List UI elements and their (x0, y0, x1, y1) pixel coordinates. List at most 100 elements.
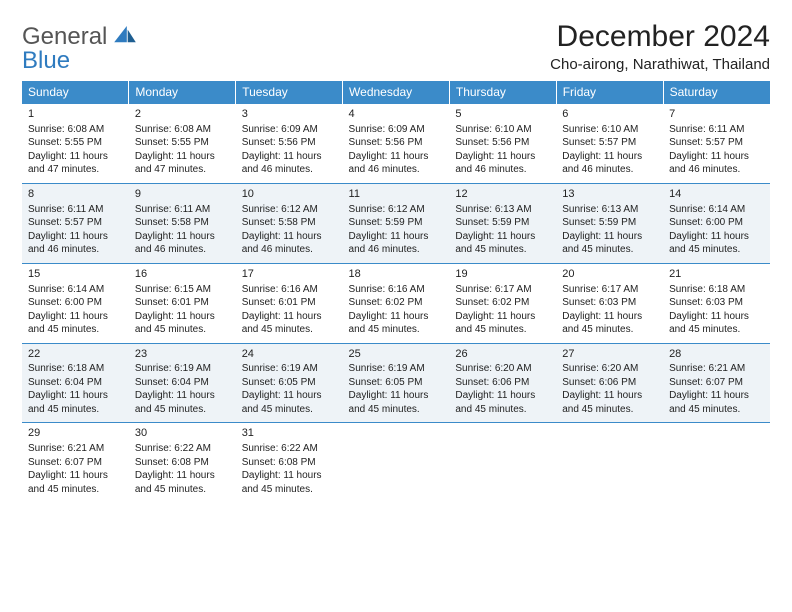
logo-line1: General (22, 23, 107, 50)
sunset-text: Sunset: 6:04 PM (135, 376, 230, 390)
day-number: 9 (135, 187, 230, 202)
day-cell: 30Sunrise: 6:22 AMSunset: 6:08 PMDayligh… (129, 423, 236, 502)
sunset-text: Sunset: 5:57 PM (562, 136, 657, 150)
sunrise-text: Sunrise: 6:20 AM (455, 362, 550, 376)
day-number: 7 (669, 107, 764, 122)
day-number: 1 (28, 107, 123, 122)
day-number: 2 (135, 107, 230, 122)
sunrise-text: Sunrise: 6:14 AM (669, 203, 764, 217)
sunset-text: Sunset: 6:02 PM (349, 296, 444, 310)
sunset-text: Sunset: 5:58 PM (135, 216, 230, 230)
daylight-text: Daylight: 11 hours and 45 minutes. (349, 310, 444, 337)
sunset-text: Sunset: 6:07 PM (28, 456, 123, 470)
sunset-text: Sunset: 5:55 PM (135, 136, 230, 150)
sunset-text: Sunset: 5:59 PM (562, 216, 657, 230)
day-number: 28 (669, 347, 764, 362)
sunset-text: Sunset: 6:00 PM (28, 296, 123, 310)
sunrise-text: Sunrise: 6:18 AM (669, 283, 764, 297)
daylight-text: Daylight: 11 hours and 46 minutes. (242, 230, 337, 257)
sunrise-text: Sunrise: 6:22 AM (135, 442, 230, 456)
sunrise-text: Sunrise: 6:19 AM (242, 362, 337, 376)
week-row: 1Sunrise: 6:08 AMSunset: 5:55 PMDaylight… (22, 104, 770, 184)
day-number: 19 (455, 267, 550, 282)
day-number: 5 (455, 107, 550, 122)
day-number: 15 (28, 267, 123, 282)
day-number: 10 (242, 187, 337, 202)
sunset-text: Sunset: 6:02 PM (455, 296, 550, 310)
daylight-text: Daylight: 11 hours and 45 minutes. (669, 389, 764, 416)
day-number: 26 (455, 347, 550, 362)
day-number: 11 (349, 187, 444, 202)
day-number: 6 (562, 107, 657, 122)
sunrise-text: Sunrise: 6:17 AM (455, 283, 550, 297)
month-title: December 2024 (550, 20, 770, 54)
sunrise-text: Sunrise: 6:11 AM (669, 123, 764, 137)
sunrise-text: Sunrise: 6:18 AM (28, 362, 123, 376)
day-header: Sunday (22, 81, 129, 104)
sunset-text: Sunset: 6:05 PM (242, 376, 337, 390)
sunrise-text: Sunrise: 6:11 AM (28, 203, 123, 217)
sunset-text: Sunset: 6:05 PM (349, 376, 444, 390)
week-row: 15Sunrise: 6:14 AMSunset: 6:00 PMDayligh… (22, 263, 770, 343)
daylight-text: Daylight: 11 hours and 45 minutes. (135, 310, 230, 337)
sail-icon (114, 26, 136, 44)
day-cell: 3Sunrise: 6:09 AMSunset: 5:56 PMDaylight… (236, 104, 343, 184)
day-cell: 25Sunrise: 6:19 AMSunset: 6:05 PMDayligh… (343, 343, 450, 423)
sunset-text: Sunset: 5:56 PM (242, 136, 337, 150)
title-block: December 2024 Cho-airong, Narathiwat, Th… (550, 20, 770, 73)
day-cell: 10Sunrise: 6:12 AMSunset: 5:58 PMDayligh… (236, 183, 343, 263)
day-number: 21 (669, 267, 764, 282)
daylight-text: Daylight: 11 hours and 45 minutes. (562, 389, 657, 416)
daylight-text: Daylight: 11 hours and 45 minutes. (562, 310, 657, 337)
logo-text: General Blue (22, 24, 136, 73)
daylight-text: Daylight: 11 hours and 47 minutes. (135, 150, 230, 177)
sunrise-text: Sunrise: 6:08 AM (135, 123, 230, 137)
day-header: Saturday (663, 81, 770, 104)
daylight-text: Daylight: 11 hours and 45 minutes. (242, 469, 337, 496)
sunset-text: Sunset: 6:06 PM (562, 376, 657, 390)
daylight-text: Daylight: 11 hours and 45 minutes. (349, 389, 444, 416)
day-cell: 20Sunrise: 6:17 AMSunset: 6:03 PMDayligh… (556, 263, 663, 343)
day-cell: 22Sunrise: 6:18 AMSunset: 6:04 PMDayligh… (22, 343, 129, 423)
day-header: Wednesday (343, 81, 450, 104)
day-cell (449, 423, 556, 502)
day-number: 13 (562, 187, 657, 202)
daylight-text: Daylight: 11 hours and 45 minutes. (669, 310, 764, 337)
day-cell: 12Sunrise: 6:13 AMSunset: 5:59 PMDayligh… (449, 183, 556, 263)
day-number: 20 (562, 267, 657, 282)
daylight-text: Daylight: 11 hours and 45 minutes. (455, 310, 550, 337)
day-cell: 16Sunrise: 6:15 AMSunset: 6:01 PMDayligh… (129, 263, 236, 343)
day-cell: 2Sunrise: 6:08 AMSunset: 5:55 PMDaylight… (129, 104, 236, 184)
daylight-text: Daylight: 11 hours and 45 minutes. (28, 469, 123, 496)
sunrise-text: Sunrise: 6:13 AM (562, 203, 657, 217)
day-header: Monday (129, 81, 236, 104)
day-cell: 26Sunrise: 6:20 AMSunset: 6:06 PMDayligh… (449, 343, 556, 423)
sunset-text: Sunset: 6:03 PM (562, 296, 657, 310)
sunrise-text: Sunrise: 6:16 AM (242, 283, 337, 297)
day-cell: 13Sunrise: 6:13 AMSunset: 5:59 PMDayligh… (556, 183, 663, 263)
sunrise-text: Sunrise: 6:13 AM (455, 203, 550, 217)
sunrise-text: Sunrise: 6:08 AM (28, 123, 123, 137)
day-number: 29 (28, 426, 123, 441)
day-cell (343, 423, 450, 502)
sunset-text: Sunset: 5:57 PM (28, 216, 123, 230)
day-cell (556, 423, 663, 502)
day-cell: 4Sunrise: 6:09 AMSunset: 5:56 PMDaylight… (343, 104, 450, 184)
day-cell: 29Sunrise: 6:21 AMSunset: 6:07 PMDayligh… (22, 423, 129, 502)
day-cell: 24Sunrise: 6:19 AMSunset: 6:05 PMDayligh… (236, 343, 343, 423)
daylight-text: Daylight: 11 hours and 45 minutes. (28, 389, 123, 416)
daylight-text: Daylight: 11 hours and 46 minutes. (135, 230, 230, 257)
daylight-text: Daylight: 11 hours and 45 minutes. (455, 230, 550, 257)
sunrise-text: Sunrise: 6:19 AM (135, 362, 230, 376)
calendar-table: Sunday Monday Tuesday Wednesday Thursday… (22, 81, 770, 502)
daylight-text: Daylight: 11 hours and 45 minutes. (135, 469, 230, 496)
day-cell: 28Sunrise: 6:21 AMSunset: 6:07 PMDayligh… (663, 343, 770, 423)
sunrise-text: Sunrise: 6:15 AM (135, 283, 230, 297)
daylight-text: Daylight: 11 hours and 45 minutes. (562, 230, 657, 257)
sunset-text: Sunset: 6:06 PM (455, 376, 550, 390)
day-cell: 27Sunrise: 6:20 AMSunset: 6:06 PMDayligh… (556, 343, 663, 423)
daylight-text: Daylight: 11 hours and 46 minutes. (349, 230, 444, 257)
sunrise-text: Sunrise: 6:10 AM (455, 123, 550, 137)
daylight-text: Daylight: 11 hours and 46 minutes. (242, 150, 337, 177)
sunset-text: Sunset: 5:57 PM (669, 136, 764, 150)
